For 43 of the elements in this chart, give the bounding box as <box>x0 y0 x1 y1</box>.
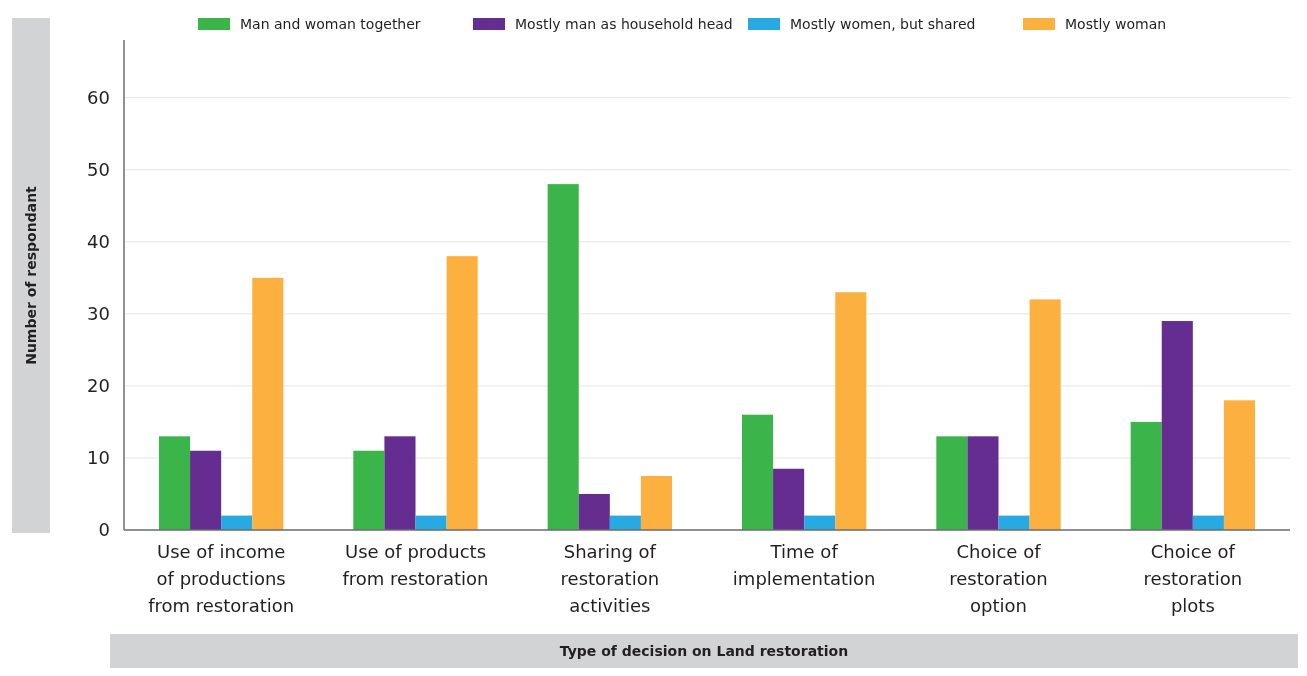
bar <box>158 436 191 530</box>
x-tick-label: Choice of restoration plots <box>1143 541 1243 616</box>
bar <box>415 515 447 530</box>
bar <box>1029 299 1061 530</box>
y-tick-label: 20 <box>87 375 110 397</box>
bar <box>221 515 253 530</box>
bar <box>1161 321 1193 530</box>
x-axis-title: Type of decision on Land restoration <box>559 643 849 659</box>
y-tick-label: 40 <box>87 231 110 253</box>
y-axis-title: Number of respondant <box>23 185 39 365</box>
bar <box>609 515 641 530</box>
y-tick-label: 0 <box>98 519 110 541</box>
bar <box>773 468 805 530</box>
legend-label: Mostly woman <box>1065 16 1167 32</box>
y-tick-label: 10 <box>87 447 110 469</box>
bar <box>1192 515 1224 530</box>
bar <box>640 475 673 530</box>
bar <box>804 515 836 530</box>
legend-label: Mostly women, but shared <box>790 16 976 32</box>
bar <box>835 292 867 530</box>
bar <box>741 414 774 530</box>
y-tick-label: 30 <box>87 303 110 325</box>
bar <box>578 493 610 530</box>
x-tick-label: Sharing of restoration activities <box>560 541 660 616</box>
x-tick-label: Choice of restoration option <box>949 541 1048 616</box>
y-tick-label: 60 <box>87 86 110 108</box>
x-tick-label: Time of implementation <box>732 541 876 589</box>
bar <box>190 450 222 530</box>
bar <box>967 436 999 530</box>
bar <box>998 515 1030 530</box>
bar <box>547 184 579 530</box>
bar <box>384 436 416 530</box>
bar <box>353 450 385 530</box>
legend-label: Mostly man as household head <box>515 16 733 32</box>
x-tick-label: Use of income of productions from restoration <box>148 541 295 616</box>
bar <box>1223 400 1256 530</box>
bar <box>936 436 968 530</box>
bar <box>1130 421 1162 530</box>
bar <box>446 256 478 530</box>
x-tick-label: Use of products from restoration <box>342 541 489 589</box>
legend-label: Man and woman together <box>240 16 421 32</box>
bar <box>252 277 284 530</box>
y-tick-label: 50 <box>87 159 110 181</box>
